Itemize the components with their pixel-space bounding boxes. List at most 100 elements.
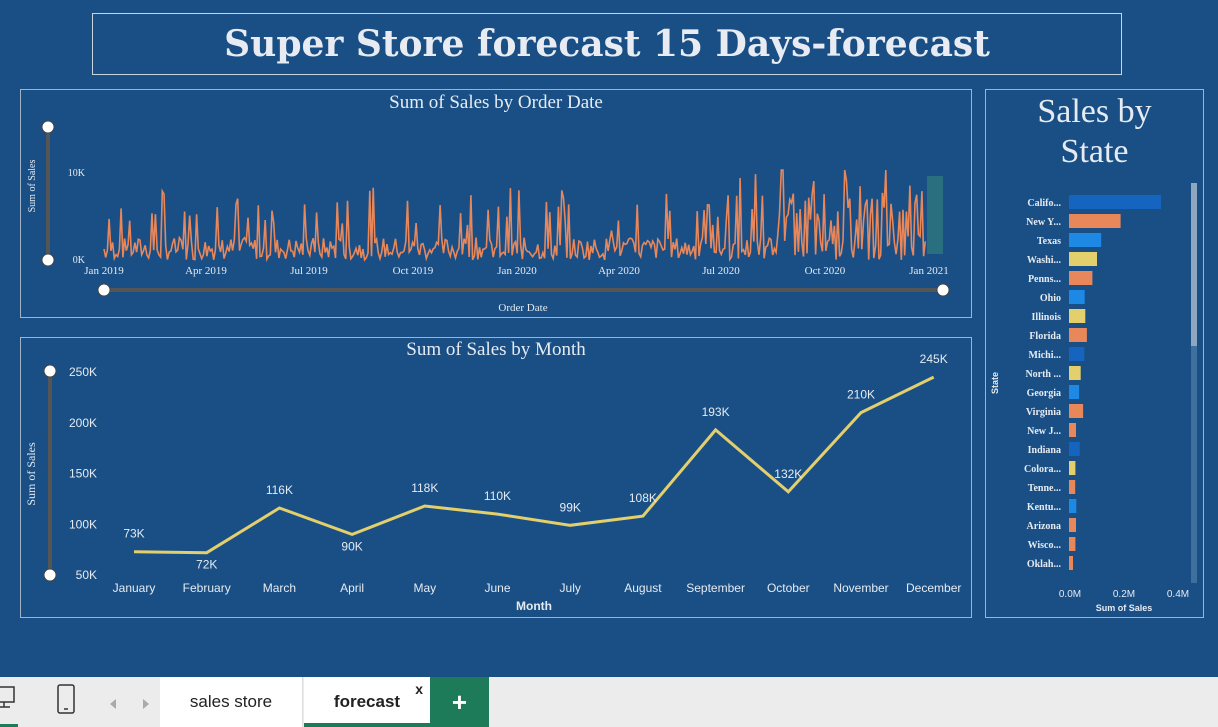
- state-scrollbar-track[interactable]: [1191, 183, 1197, 583]
- tab-forecast[interactable]: forecast x: [304, 677, 430, 727]
- y-range-slider-bottom-handle[interactable]: [41, 253, 55, 267]
- state-x-tick-label: 0.2M: [1113, 589, 1135, 600]
- month-data-labels: 73K 72K 116K 90K 118K 110K 99K 108K 193K 132K 210K…: [123, 352, 947, 572]
- order-date-chart-title: Sum of Sales by Order Date: [389, 92, 603, 113]
- month-y-tick-label: 200K: [69, 416, 97, 430]
- month-x-tick-label: October: [767, 581, 810, 595]
- state-bar[interactable]: [1069, 461, 1076, 475]
- state-label: Washi...: [1027, 255, 1062, 266]
- state-y-axis-title: State: [990, 372, 1000, 394]
- state-bar[interactable]: [1069, 214, 1121, 228]
- state-bar[interactable]: [1069, 518, 1076, 532]
- y-tick-label: 0K: [73, 255, 86, 266]
- state-bar[interactable]: [1069, 252, 1097, 266]
- y-tick-label: 10K: [68, 168, 86, 179]
- state-label: Ohio: [1040, 293, 1061, 304]
- state-bar[interactable]: [1069, 328, 1087, 342]
- dashboard-title: Super Store forecast 15 Days-forecast: [224, 23, 990, 65]
- state-bar[interactable]: [1069, 480, 1076, 494]
- order-date-x-axis-title: Order Date: [498, 302, 547, 314]
- state-label: New J...: [1027, 426, 1061, 437]
- state-bar[interactable]: [1069, 195, 1161, 209]
- state-bar[interactable]: [1069, 556, 1073, 570]
- month-x-axis-title: Month: [516, 599, 552, 613]
- x-range-slider-start-handle[interactable]: [97, 283, 111, 297]
- state-scrollbar-thumb[interactable]: [1191, 183, 1197, 346]
- order-date-chart-panel[interactable]: Sum of Sales by Order Date Sum of Sales …: [20, 89, 972, 318]
- month-x-tick-label: May: [413, 581, 436, 595]
- state-label: Florida: [1029, 331, 1061, 342]
- month-data-label: 108K: [629, 491, 657, 505]
- month-x-tick-label: March: [263, 581, 296, 595]
- state-label: Califo...: [1027, 198, 1061, 209]
- month-y-slider-bottom-handle[interactable]: [43, 568, 57, 582]
- state-chart-title-line1: Sales by: [1037, 93, 1152, 130]
- state-bar[interactable]: [1069, 404, 1084, 418]
- dashboard-title-box: Super Store forecast 15 Days-forecast: [92, 13, 1122, 75]
- close-tab-icon[interactable]: x: [415, 681, 423, 697]
- month-chart-svg: Sum of Sales 250K 200K 150K 100K 50K January…: [24, 352, 961, 613]
- month-x-tick-label: November: [833, 581, 888, 595]
- month-chart-title: Sum of Sales by Month: [406, 339, 586, 360]
- state-bar[interactable]: [1069, 271, 1093, 285]
- month-y-axis-title: Sum of Sales: [24, 442, 38, 506]
- state-label: Illinois: [1032, 312, 1062, 323]
- state-label: Indiana: [1028, 445, 1061, 456]
- month-data-label: 72K: [196, 558, 217, 572]
- desktop-view-icon[interactable]: [0, 686, 15, 708]
- month-data-label: 99K: [560, 500, 581, 514]
- month-data-label: 73K: [123, 527, 144, 541]
- state-bar[interactable]: [1069, 423, 1076, 437]
- month-x-tick-label: July: [560, 581, 581, 595]
- state-label: Georgia: [1027, 388, 1061, 399]
- tab-scroll-right-icon[interactable]: [143, 699, 149, 709]
- state-bar[interactable]: [1069, 347, 1085, 361]
- state-chart-title-line2: State: [1060, 133, 1129, 170]
- order-date-chart-svg: Sum of Sales 10K 0K Jan 2019 Apr 2019 Ju…: [27, 120, 950, 314]
- state-bar[interactable]: [1069, 290, 1085, 304]
- month-x-tick-label: December: [906, 581, 961, 595]
- sheet-tab-bar: sales store forecast x +: [0, 677, 1218, 727]
- month-y-tick-label: 100K: [69, 517, 97, 531]
- state-label: Tenne...: [1028, 483, 1062, 494]
- month-x-tick-label: September: [686, 581, 745, 595]
- plus-icon: +: [451, 686, 468, 717]
- state-bar[interactable]: [1069, 442, 1080, 456]
- state-bars: Califo... New Y... Texas Washi... Penns... Oh…: [1024, 195, 1161, 570]
- state-label: Penns...: [1028, 274, 1062, 285]
- state-x-axis-title: Sum of Sales: [1096, 603, 1153, 613]
- x-tick-label: Oct 2020: [805, 265, 846, 277]
- state-label: New Y...: [1026, 217, 1061, 228]
- state-label: Michi...: [1029, 350, 1062, 361]
- forecast-band: [927, 176, 943, 254]
- x-tick-label: Jul 2020: [702, 265, 740, 277]
- state-bar[interactable]: [1069, 233, 1102, 247]
- state-bar[interactable]: [1069, 309, 1086, 323]
- month-y-slider-top-handle[interactable]: [43, 364, 57, 378]
- month-chart-panel[interactable]: Sum of Sales by Month Sum of Sales 250K 2…: [20, 337, 972, 618]
- state-chart-panel[interactable]: Sales by State State Califo... New Y... Te…: [985, 89, 1204, 618]
- state-bar[interactable]: [1069, 366, 1081, 380]
- y-range-slider-top-handle[interactable]: [41, 120, 55, 134]
- x-range-slider-end-handle[interactable]: [936, 283, 950, 297]
- mobile-view-icon[interactable]: [57, 684, 75, 714]
- state-label: Wisco...: [1028, 540, 1062, 551]
- state-label: Arizona: [1027, 521, 1061, 532]
- tab-sales-store-label: sales store: [189, 692, 273, 711]
- month-x-tick-label: August: [624, 581, 662, 595]
- x-tick-label: Jul 2019: [290, 265, 328, 277]
- month-y-tick-label: 150K: [69, 467, 97, 481]
- month-data-label: 193K: [702, 405, 730, 419]
- add-sheet-button[interactable]: +: [430, 677, 489, 727]
- tab-sales-store[interactable]: sales store: [160, 677, 303, 727]
- x-tick-label: Jan 2020: [497, 265, 537, 277]
- tab-scroll-left-icon[interactable]: [110, 699, 116, 709]
- state-x-ticks: 0.0M 0.2M 0.4M: [1059, 589, 1189, 600]
- state-bar[interactable]: [1069, 385, 1080, 399]
- state-x-tick-label: 0.4M: [1167, 589, 1189, 600]
- month-data-label: 132K: [774, 467, 802, 481]
- state-bar[interactable]: [1069, 537, 1076, 551]
- state-bar[interactable]: [1069, 499, 1077, 513]
- month-data-label: 116K: [266, 483, 293, 497]
- month-series-line: [133, 375, 935, 555]
